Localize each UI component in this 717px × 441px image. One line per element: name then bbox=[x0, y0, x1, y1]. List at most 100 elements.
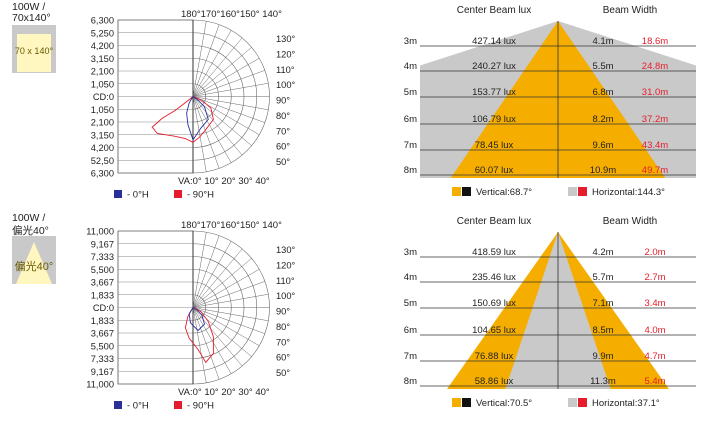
horizontal-width-value: 2.7m bbox=[644, 272, 665, 283]
distance-label: 8m bbox=[404, 376, 417, 387]
thumbnail-label: 70 x 140° bbox=[14, 46, 54, 56]
intensity-label: 11,000 bbox=[86, 227, 114, 237]
intensity-label: 3,150 bbox=[91, 130, 114, 140]
legend-swatch-blue bbox=[114, 190, 122, 198]
center-lux-value: 427.14 lux bbox=[472, 36, 516, 47]
legend-horizontal: Horizontal:37.1° bbox=[592, 398, 660, 409]
center-lux-value: 150.69 lux bbox=[472, 298, 516, 309]
side-angle-label: 70° bbox=[276, 126, 290, 136]
legend-swatch-gray bbox=[568, 187, 577, 196]
header-beam-width: Beam Width bbox=[603, 216, 657, 227]
legend-swatch-gray bbox=[568, 398, 577, 407]
horizontal-width-value: 5.4m bbox=[644, 376, 665, 387]
center-lux-value: 78.45 lux bbox=[475, 140, 514, 151]
legend-swatch-red bbox=[174, 401, 182, 409]
vertical-width-value: 8.2m bbox=[592, 114, 613, 125]
legend-vertical: Vertical:68.7° bbox=[476, 187, 532, 198]
distance-label: 5m bbox=[404, 87, 417, 98]
va-angle-labels: VA:0° 10° 20° 30° 40° bbox=[178, 176, 270, 187]
header-center-beam-lux: Center Beam lux bbox=[457, 5, 531, 16]
top-angle-labels: 180°170°160°150° 140° bbox=[181, 220, 282, 231]
horizontal-width-value: 31.0m bbox=[642, 87, 668, 98]
curve-0h bbox=[186, 95, 209, 141]
intensity-label: 1,050 bbox=[91, 79, 114, 89]
intensity-label: 5,500 bbox=[91, 265, 114, 275]
horizontal-width-value: 3.4m bbox=[644, 298, 665, 309]
polar-legend-label: - 0°H bbox=[127, 401, 149, 412]
vertical-width-value: 8.5m bbox=[592, 325, 613, 336]
intensity-label: 4,200 bbox=[91, 41, 114, 51]
thumbnail-label: 偏光40° bbox=[14, 261, 54, 273]
header-beam-width: Beam Width bbox=[603, 5, 657, 16]
side-angle-label: 120° bbox=[276, 49, 296, 59]
side-angle-label: 60° bbox=[276, 142, 290, 152]
vertical-width-value: 4.1m bbox=[592, 36, 613, 47]
intensity-label: 4,200 bbox=[91, 143, 114, 153]
intensity-label: 1,833 bbox=[91, 290, 114, 300]
legend-swatch-black bbox=[462, 398, 471, 407]
intensity-label: 9,167 bbox=[91, 367, 114, 377]
polar-legend-label: - 0°H bbox=[127, 190, 149, 201]
distance-label: 7m bbox=[404, 351, 417, 362]
curve-90h bbox=[151, 95, 214, 143]
distance-label: 3m bbox=[404, 247, 417, 258]
distance-label: 3m bbox=[404, 36, 417, 47]
legend-swatch-red bbox=[174, 190, 182, 198]
legend-swatch-blue bbox=[114, 401, 122, 409]
horizontal-width-value: 2.0m bbox=[644, 247, 665, 258]
legend-vertical: Vertical:70.5° bbox=[476, 398, 532, 409]
side-angle-label: 110° bbox=[276, 276, 295, 286]
center-lux-value: 60.07 lux bbox=[475, 165, 514, 176]
distance-label: 4m bbox=[404, 61, 417, 72]
intensity-label: 1,050 bbox=[91, 105, 114, 115]
legend-swatch-black bbox=[462, 187, 471, 196]
top-angle-labels: 180°170°160°150° 140° bbox=[181, 9, 282, 20]
legend-swatch-red bbox=[578, 398, 587, 407]
side-angle-label: 130° bbox=[276, 34, 296, 44]
center-lux-value: 106.79 lux bbox=[472, 114, 516, 125]
horizontal-width-value: 4.7m bbox=[644, 351, 665, 362]
side-angle-label: 100° bbox=[276, 80, 296, 90]
distance-label: 7m bbox=[404, 140, 417, 151]
intensity-label: 5,250 bbox=[91, 28, 114, 38]
thumbnail-light bbox=[16, 242, 52, 284]
horizontal-width-value: 24.8m bbox=[642, 61, 668, 72]
side-angle-label: 120° bbox=[276, 260, 296, 270]
polar-legend-label: - 90°H bbox=[187, 190, 214, 201]
intensity-label: 7,333 bbox=[91, 252, 114, 262]
beam-thumbnail: 偏光40° bbox=[12, 236, 56, 284]
intensity-label: 6,300 bbox=[91, 169, 114, 179]
horizontal-width-value: 43.4m bbox=[642, 140, 668, 151]
legend-swatch-orange bbox=[452, 398, 461, 407]
model-subtitle: 70x140° bbox=[12, 12, 51, 24]
vertical-width-value: 10.9m bbox=[590, 165, 616, 176]
vertical-width-value: 4.2m bbox=[592, 247, 613, 258]
beam-thumbnail: 70 x 140° bbox=[12, 25, 56, 73]
intensity-label: 52,50 bbox=[91, 156, 114, 166]
intensity-label: 2,100 bbox=[91, 67, 114, 77]
header-center-beam-lux: Center Beam lux bbox=[457, 216, 531, 227]
horizontal-width-value: 18.6m bbox=[642, 36, 668, 47]
center-lux-value: 240.27 lux bbox=[472, 61, 516, 72]
intensity-label: CD:0 bbox=[93, 92, 114, 102]
polar-legend-label: - 90°H bbox=[187, 401, 214, 412]
intensity-label: 6,300 bbox=[91, 16, 114, 26]
side-angle-label: 70° bbox=[276, 337, 290, 347]
distance-label: 8m bbox=[404, 165, 417, 176]
distance-label: 6m bbox=[404, 325, 417, 336]
intensity-label: 11,000 bbox=[86, 380, 114, 390]
center-lux-value: 153.77 lux bbox=[472, 87, 516, 98]
side-angle-label: 50° bbox=[276, 368, 290, 378]
vertical-width-value: 9.6m bbox=[592, 140, 613, 151]
horizontal-width-value: 4.0m bbox=[644, 325, 665, 336]
intensity-label: 9,167 bbox=[91, 239, 114, 249]
vertical-width-value: 5.5m bbox=[592, 61, 613, 72]
intensity-label: CD:0 bbox=[93, 303, 114, 313]
intensity-label: 2,100 bbox=[91, 118, 114, 128]
center-lux-value: 76.88 lux bbox=[475, 351, 514, 362]
legend-horizontal: Horizontal:144.3° bbox=[592, 187, 665, 198]
